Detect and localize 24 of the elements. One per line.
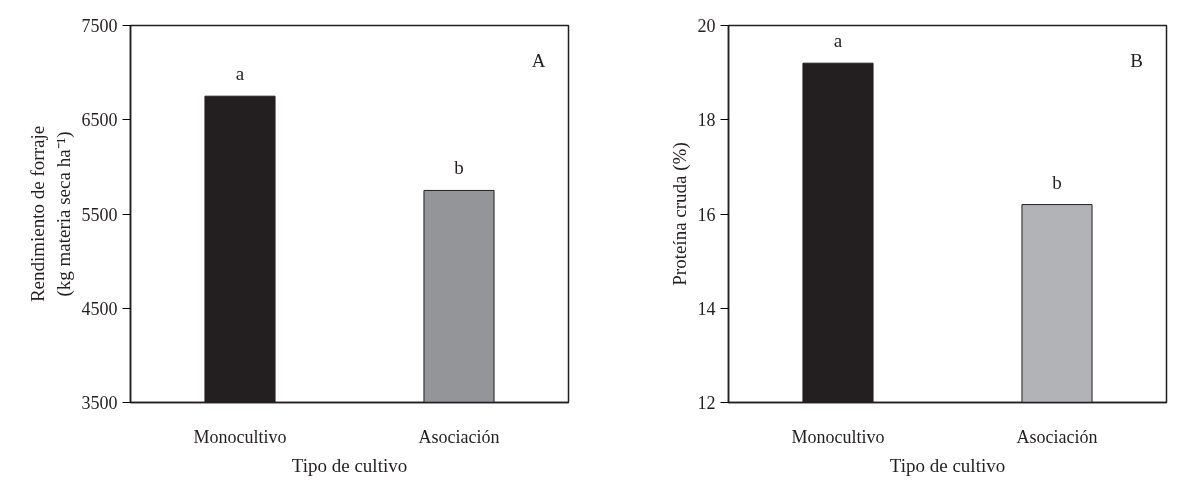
y-tick-label: 7500	[81, 16, 118, 36]
x-tick-label: Monocultivo	[193, 426, 287, 447]
annotation: b	[454, 157, 464, 179]
annotation: b	[1052, 171, 1062, 193]
x-tick-label: Asociación	[418, 426, 500, 447]
y-tick-label: 18	[697, 110, 716, 131]
x-tick-label: Asociación	[1016, 426, 1098, 447]
y-axis-title: Proteína cruda (%)	[668, 142, 691, 286]
x-axis-title: Tipo de cultivo	[291, 454, 408, 476]
x-axis-title: Tipo de cultivo	[889, 454, 1006, 476]
y-tick-label: 16	[697, 204, 716, 225]
annotation: B	[1130, 49, 1143, 71]
y-tick-label: 14	[697, 298, 716, 319]
annotation: A	[531, 49, 546, 71]
y-axis-title: Rendimiento de forraje (kg materia seca ha⁻¹)	[27, 125, 75, 303]
y-tick-label: 20	[697, 16, 716, 36]
y-tick-label: 6500	[81, 110, 118, 131]
y-tick-label: 3500	[81, 393, 118, 413]
annotation: a	[235, 63, 245, 85]
y-tick-label: 5500	[81, 204, 118, 225]
y-tick-label: 12	[697, 393, 716, 413]
y-tick-label: 4500	[81, 298, 118, 319]
annotation: a	[833, 30, 843, 52]
x-tick-label: Monocultivo	[791, 426, 885, 447]
